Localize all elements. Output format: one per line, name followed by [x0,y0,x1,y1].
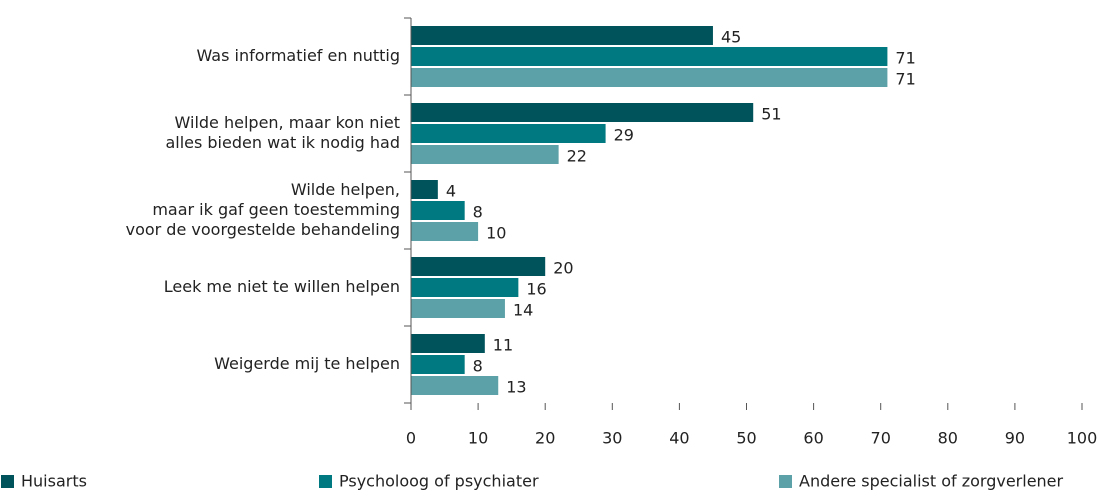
bar [411,257,546,276]
legend-swatch [779,475,792,488]
x-tick-label: 10 [468,429,488,448]
category-label: Weigerde mij te helpen [214,354,400,373]
value-label: 8 [473,203,483,222]
bar [411,334,485,353]
category-label: Wilde helpen, maar kon niet [175,113,400,132]
bar [411,68,888,87]
category-label: maar ik gaf geen toestemming [152,200,400,219]
x-tick-label: 60 [803,429,823,448]
value-label: 16 [526,280,546,299]
x-tick-label: 100 [1067,429,1098,448]
legend-label: Andere specialist of zorgverlener [799,472,1064,491]
value-label: 13 [506,378,526,397]
bar [411,222,479,241]
value-label: 51 [761,105,781,124]
bar [411,180,438,199]
value-label: 8 [473,357,483,376]
value-label: 11 [493,336,513,355]
x-tick-label: 50 [736,429,756,448]
x-tick-label: 90 [1005,429,1025,448]
bar [411,145,559,164]
value-label: 71 [895,70,915,89]
category-label: Was informatief en nuttig [197,46,401,65]
bar [411,26,713,45]
legend-label: Huisarts [21,472,87,491]
x-tick-label: 0 [406,429,416,448]
category-label: Leek me niet te willen helpen [164,277,400,296]
category-label: Wilde helpen, [291,180,400,199]
x-tick-label: 30 [602,429,622,448]
bar [411,124,606,143]
bar [411,299,505,318]
value-label: 29 [614,126,634,145]
bar [411,103,754,122]
x-tick-label: 20 [535,429,555,448]
bar [411,278,519,297]
category-label: voor de voorgestelde behandeling [126,220,400,239]
bar [411,355,465,374]
value-label: 45 [721,28,741,47]
x-tick-label: 40 [669,429,689,448]
value-label: 10 [486,224,506,243]
legend-swatch [1,475,14,488]
value-label: 22 [567,147,587,166]
bar [411,201,465,220]
bar [411,376,499,395]
value-label: 71 [895,49,915,68]
legend-label: Psycholoog of psychiater [339,472,539,491]
x-tick-label: 70 [871,429,891,448]
bar [411,47,888,66]
category-label: alles bieden wat ik nodig had [165,133,400,152]
x-tick-label: 80 [938,429,958,448]
value-label: 14 [513,301,533,320]
value-label: 4 [446,182,456,201]
legend-swatch [319,475,332,488]
value-label: 20 [553,259,573,278]
